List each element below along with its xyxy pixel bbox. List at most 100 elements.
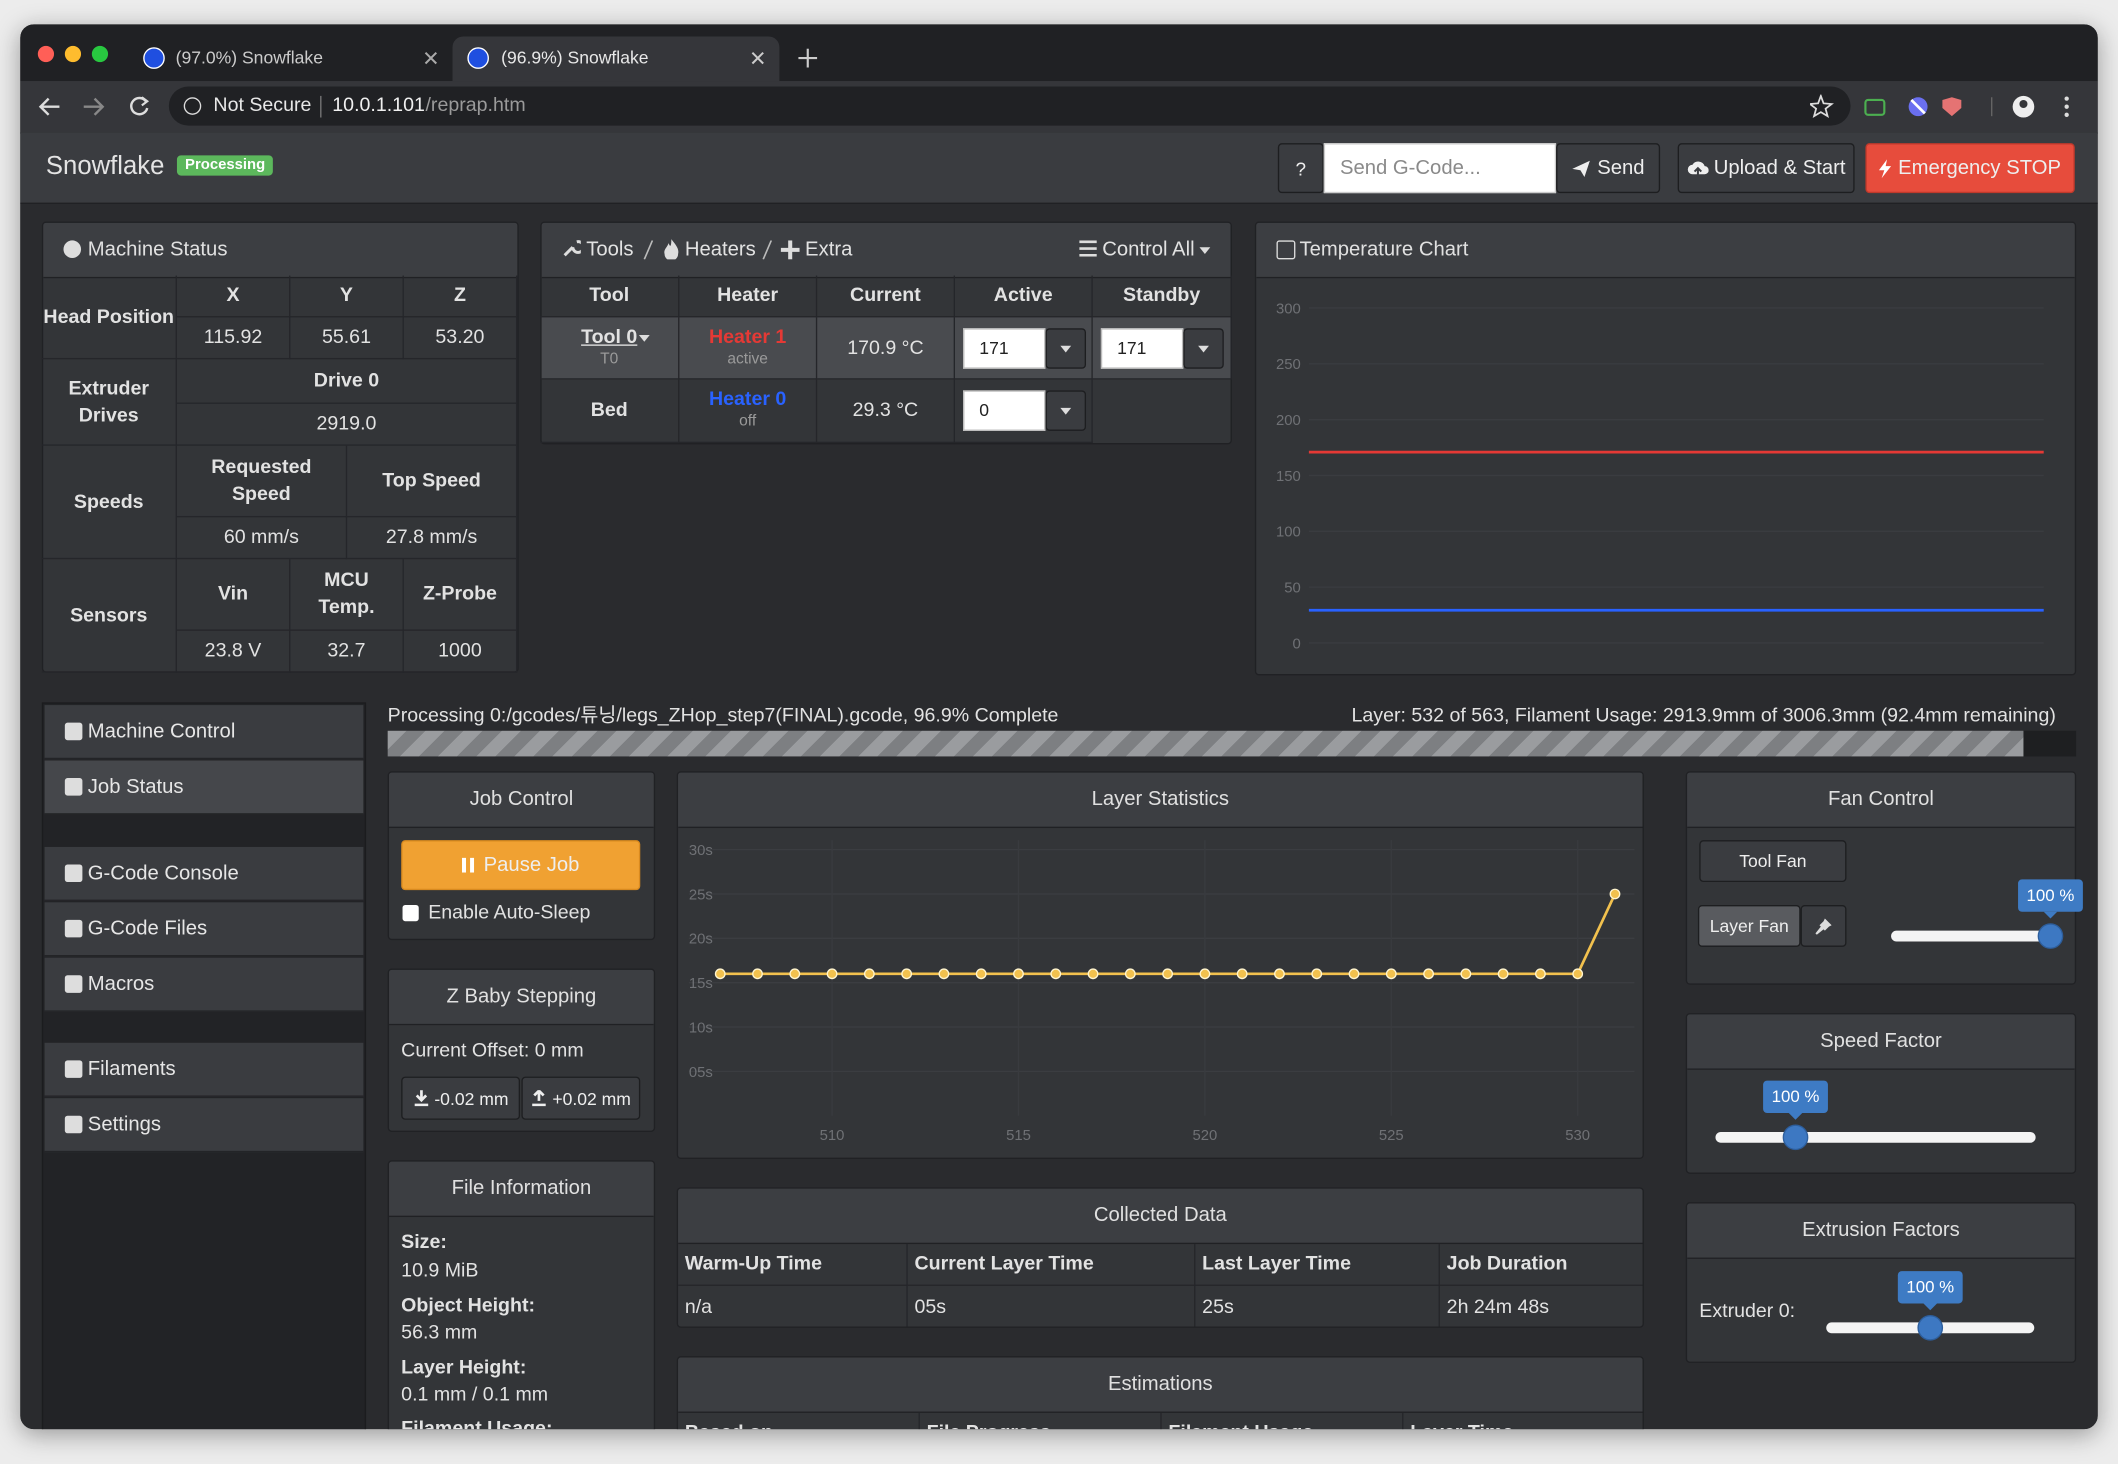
temperature-panel: Temperature Chart — [1254, 221, 2077, 676]
layer-point — [1013, 968, 1024, 980]
cell: 2h 24m 48s — [1446, 1296, 1550, 1318]
checkbox[interactable] — [402, 905, 419, 922]
nav-item[interactable]: Macros — [44, 957, 364, 1012]
chart-overlay: 0 50 100 150 200 250 300 05s 10s 15s 20s 25s 30s 510 5… — [688, 301, 2083, 1341]
col-header: Active — [954, 275, 1093, 318]
new-tab[interactable] — [798, 48, 818, 68]
col-header: Requested Speed — [176, 445, 348, 518]
url-path: /reprap.htm — [425, 94, 526, 117]
slider-handle — [2037, 923, 2064, 949]
nav-item[interactable]: Settings — [44, 1098, 364, 1153]
nav-icon — [64, 1115, 83, 1134]
tab-close[interactable] — [424, 51, 438, 65]
favicon — [467, 47, 489, 69]
breadcrumb[interactable]: Tools — [586, 237, 634, 261]
col-header: Last Layer Time — [1195, 1244, 1440, 1286]
file-info-panel: File Information Size: 10.9 MiB Object H… — [387, 1160, 656, 1430]
tab-active[interactable]: (96.9%) Snowflake — [452, 36, 780, 82]
pause-button[interactable]: Pause Job — [401, 840, 641, 891]
cell: n/a — [678, 1285, 908, 1327]
info-icon — [183, 97, 202, 115]
layer-point — [1311, 968, 1323, 980]
step-up-button[interactable]: +0.02 mm — [521, 1076, 641, 1120]
tab-close[interactable] — [751, 51, 765, 65]
nav-buttons[interactable] — [38, 95, 160, 119]
layer-point — [901, 968, 913, 980]
help-button[interactable]: ? — [1277, 143, 1324, 194]
nav-icon — [64, 1060, 83, 1078]
y-tick-label: 30s — [689, 843, 713, 859]
step-down-button[interactable]: -0.02 mm — [401, 1076, 521, 1120]
fan-button[interactable]: Tool Fan — [1699, 840, 1847, 883]
minimize-dot[interactable] — [64, 45, 82, 63]
cell: 05s — [908, 1285, 1196, 1327]
send-button[interactable]: Send — [1556, 143, 1661, 194]
fan-button-active[interactable]: Layer Fan — [1697, 905, 1801, 947]
col-header: Standby — [1092, 275, 1232, 318]
caret — [1199, 246, 1211, 254]
send-icon — [1572, 160, 1591, 177]
nav-item[interactable]: Machine Control — [44, 705, 364, 760]
slider-label: 100 % — [1772, 1087, 1820, 1106]
y-tick-label: 25s — [689, 887, 713, 903]
tool-cell[interactable]: Tool 0 T0 — [540, 317, 680, 380]
layer-point — [1199, 968, 1211, 980]
col-header: Drive 0 — [176, 359, 518, 404]
omnibox[interactable]: Not Secure 10.0.1.101 /reprap.htm — [168, 86, 1851, 126]
estop-button[interactable]: Emergency STOP — [1865, 143, 2075, 194]
upload-button[interactable]: Upload & Start — [1677, 143, 1855, 194]
close-dot[interactable] — [37, 45, 55, 63]
panel-header: Speed Factor — [1687, 1014, 2075, 1070]
extension-icons[interactable] — [1810, 94, 2080, 119]
extrusion-panel: Extrusion Factors Extruder 0: — [1685, 1202, 2077, 1363]
cell: 55.61 — [290, 317, 404, 360]
window: (97.0%) Snowflake (96.9%) Snowflake Not … — [20, 36, 2098, 1430]
layer-point — [1087, 968, 1099, 980]
tab[interactable]: (97.0%) Snowflake — [128, 36, 449, 81]
control-all[interactable]: Control All — [1102, 238, 1211, 262]
layer-point — [789, 968, 801, 980]
x-tick-label: 515 — [1006, 1128, 1031, 1144]
heater-cell[interactable]: Heater 0 off — [679, 379, 818, 444]
slider-tooltip — [2018, 879, 2083, 912]
nav-item[interactable]: Filaments — [44, 1042, 364, 1097]
dropdown-button[interactable] — [1045, 328, 1087, 369]
layer-point — [938, 968, 950, 980]
panel-header: Job Control — [389, 772, 654, 829]
layer-point — [863, 968, 875, 980]
col-header: Z — [403, 275, 518, 318]
zoom-dot[interactable] — [91, 45, 109, 63]
nav-icon — [64, 975, 83, 993]
info-icon — [63, 240, 82, 258]
col-header: Top Speed — [347, 445, 518, 518]
breadcrumb[interactable]: Heaters — [684, 237, 756, 261]
info-label: Object Height: — [401, 1295, 536, 1318]
heater-cell[interactable]: Heater 1 active — [679, 317, 818, 380]
breadcrumb[interactable]: Extra — [805, 237, 853, 261]
nav-item[interactable]: G-Code Console — [44, 846, 364, 901]
dropdown-button[interactable] — [1183, 328, 1224, 369]
nav-item[interactable]: G-Code Files — [44, 902, 364, 957]
nav-item[interactable]: Job Status — [44, 760, 364, 815]
cell — [954, 379, 1093, 444]
layer-stats-panel: Layer Statistics — [676, 771, 1644, 1159]
send-label: Send — [1597, 156, 1645, 180]
col-header: File Progress — [920, 1412, 1162, 1430]
standby-input[interactable]: 171 — [1100, 328, 1184, 369]
layer-point — [1236, 968, 1248, 980]
separator — [643, 240, 654, 260]
cell: 25s — [1195, 1285, 1440, 1327]
favicon — [143, 47, 165, 69]
step-label: -0.02 mm — [434, 1088, 509, 1109]
gcode-input[interactable]: Send G-Code... — [1323, 143, 1557, 194]
cell — [1092, 317, 1232, 380]
row-label: Head Position — [41, 275, 177, 360]
pin-button[interactable] — [1800, 905, 1847, 947]
active-input[interactable]: 0 — [963, 390, 1046, 431]
dropdown-button[interactable] — [1045, 390, 1087, 431]
col-header: MCU Temp. — [290, 559, 404, 631]
active-input[interactable]: 171 — [963, 328, 1046, 369]
x-tick-label: 530 — [1565, 1128, 1590, 1144]
caret — [1198, 345, 1209, 352]
nav-icon — [64, 778, 83, 796]
